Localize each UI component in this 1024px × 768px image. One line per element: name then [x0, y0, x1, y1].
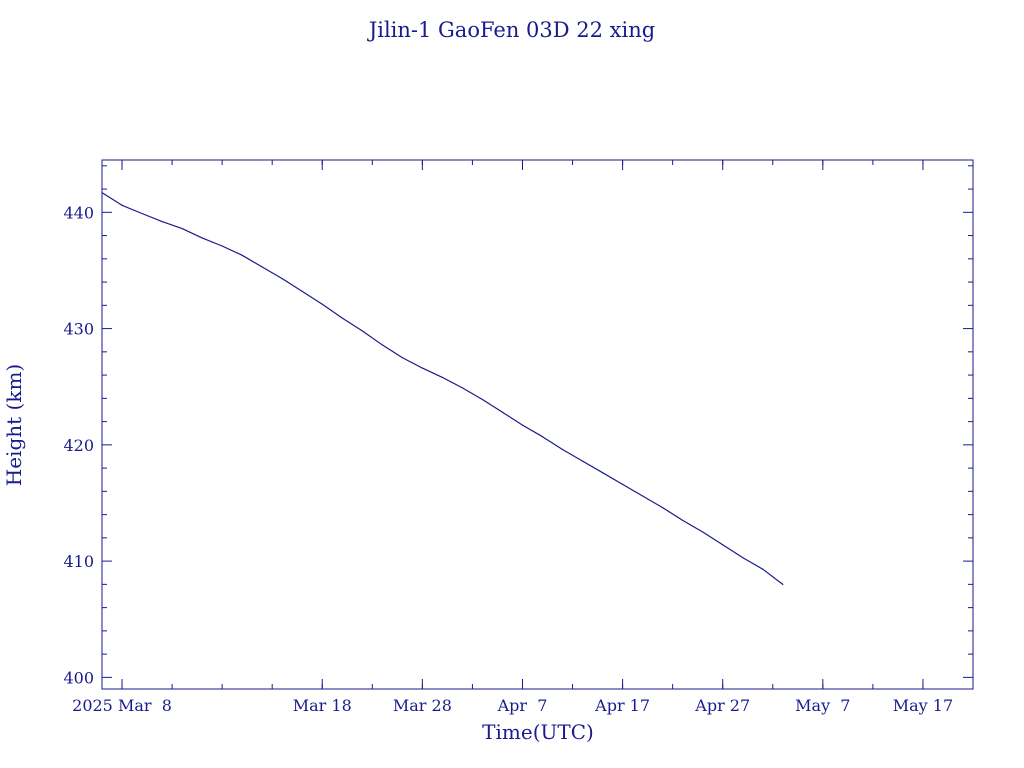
data-point — [121, 204, 123, 206]
data-point — [782, 583, 784, 585]
x-tick-label: Mar 18 — [293, 696, 352, 715]
data-point — [561, 448, 564, 451]
data-point — [101, 191, 103, 194]
data-point — [421, 367, 423, 369]
data-point — [141, 212, 143, 215]
data-point — [642, 495, 644, 497]
x-axis-label: Time(UTC) — [482, 720, 594, 744]
y-tick-label: 440 — [63, 203, 94, 222]
data-point — [401, 357, 403, 359]
data-point — [341, 317, 343, 319]
data-point — [601, 472, 604, 474]
data-point — [441, 376, 443, 379]
data-point — [501, 411, 504, 413]
data-point — [201, 237, 203, 239]
series-line — [101, 192, 784, 585]
data-point — [742, 557, 744, 559]
data-point — [221, 245, 223, 247]
data-point — [521, 424, 524, 426]
data-point — [381, 344, 383, 346]
data-point — [481, 398, 484, 401]
y-tick-label: 410 — [63, 552, 94, 571]
data-point — [161, 221, 163, 223]
x-tick-label: Mar 28 — [393, 696, 452, 715]
data-point — [662, 507, 664, 509]
axis-ticks — [102, 160, 974, 689]
data-point — [361, 330, 363, 332]
data-point — [181, 227, 183, 230]
tick-labels: 2025 Mar 8 Mar 18 Mar 28 Apr 7 Apr 17 Apr 27 M… — [63, 203, 953, 715]
y-tick-label: 400 — [63, 668, 94, 687]
x-tick-label: May 17 — [893, 696, 953, 715]
data-point — [762, 568, 764, 570]
data-point — [722, 544, 724, 546]
chart-title: Jilin-1 GaoFen 03D 22 xing — [367, 18, 655, 42]
plot-frame — [101, 159, 974, 690]
series-group — [101, 191, 784, 585]
data-point — [621, 483, 624, 485]
data-point — [281, 277, 283, 280]
data-point — [581, 460, 584, 462]
y-tick-label: 430 — [63, 320, 94, 339]
data-point — [461, 387, 464, 389]
data-point — [541, 436, 544, 438]
x-tick-label: Apr 27 — [694, 696, 750, 715]
data-point — [321, 303, 323, 305]
x-tick-label: May 7 — [795, 696, 850, 715]
data-point — [241, 254, 243, 256]
x-tick-label: Apr 17 — [594, 696, 650, 715]
x-tick-label: Apr 7 — [497, 696, 548, 715]
data-point — [702, 531, 704, 533]
y-axis-label: Height (km) — [2, 364, 26, 486]
y-tick-label: 420 — [63, 436, 94, 455]
data-point — [682, 519, 684, 522]
x-tick-label: 2025 Mar 8 — [72, 696, 172, 715]
data-point — [301, 290, 303, 292]
data-point — [261, 266, 263, 268]
